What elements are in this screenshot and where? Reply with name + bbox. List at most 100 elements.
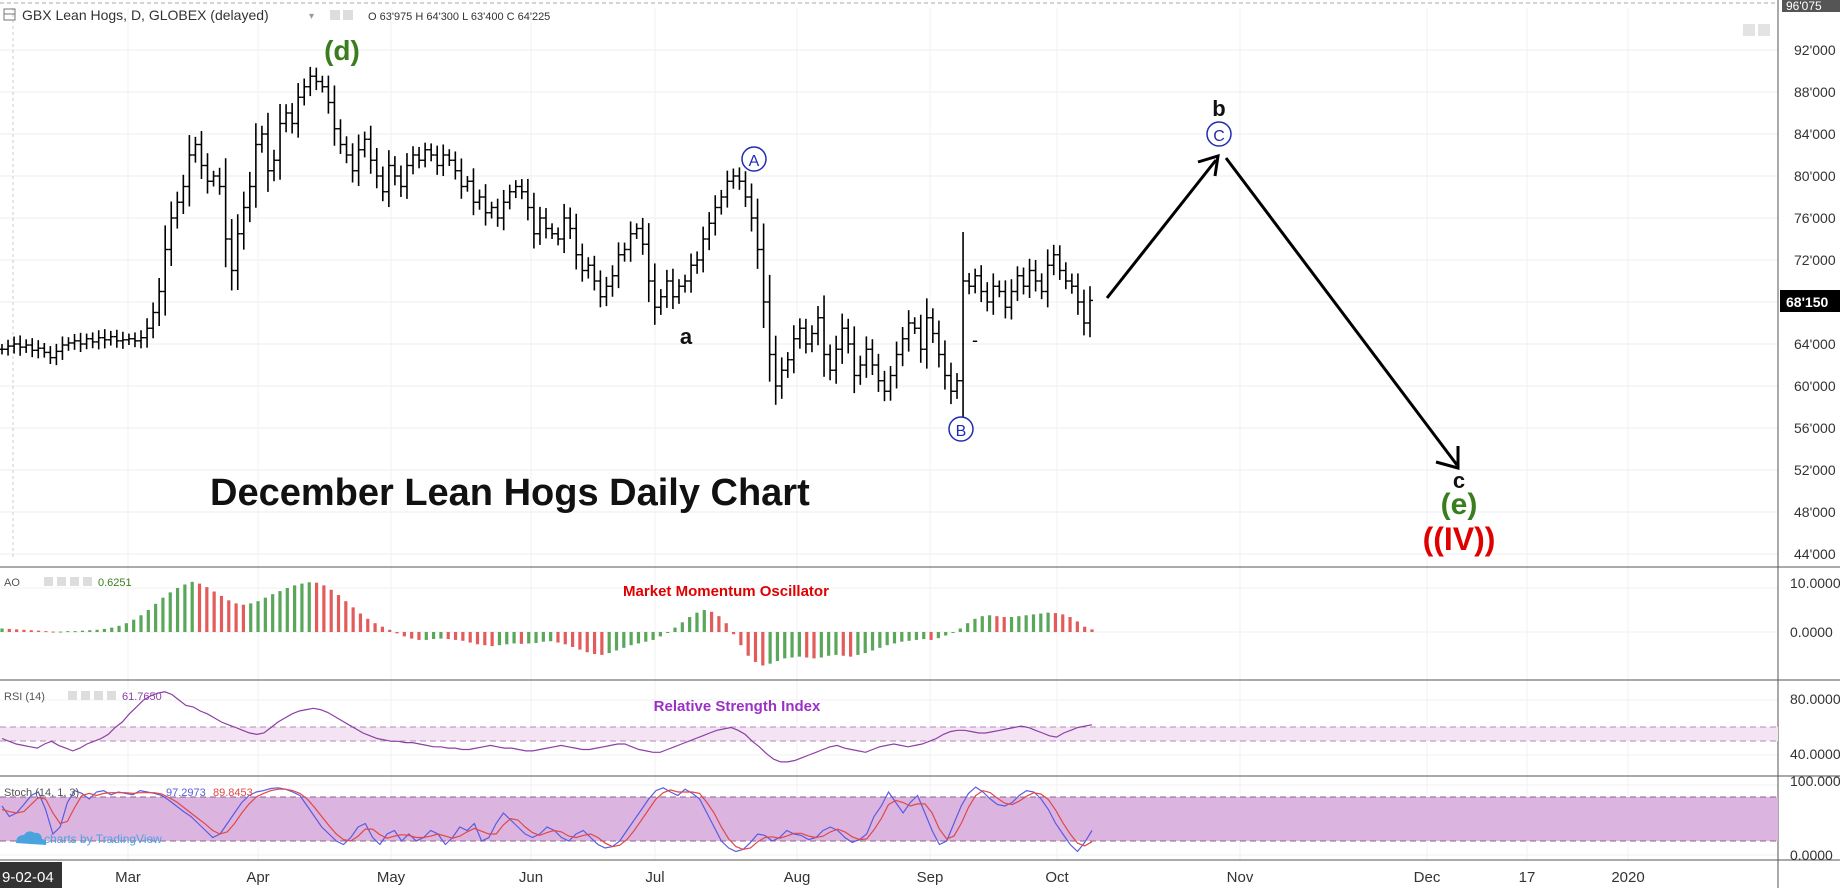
wave-label-A: A [749, 153, 760, 170]
ao-bar [739, 632, 743, 646]
top-price-label: 96'075 [1786, 0, 1822, 13]
wave-label-C: C [1213, 128, 1225, 145]
time-axis[interactable]: 9-02-04 Mar Apr May Jun Jul Aug Sep Oct Nov Dec 17… [0, 862, 1645, 888]
ao-bar [512, 632, 516, 644]
ao-histogram [0, 581, 1094, 666]
ao-bar [117, 625, 121, 632]
ao-bar [936, 632, 940, 639]
start-date-box [0, 862, 62, 888]
stoch-value-d: 89.8453 [213, 787, 253, 799]
stoch-name: Stoch (14, 1, 3) [4, 787, 79, 799]
ao-bar [907, 632, 911, 641]
ao-bar [329, 589, 333, 632]
ao-bar [219, 595, 224, 632]
price-tick-label: 60'000 [1794, 378, 1836, 394]
wave-circle-C [1206, 121, 1232, 147]
ao-bar [1061, 614, 1065, 632]
ao-bar [139, 615, 143, 632]
ao-bar [527, 632, 531, 644]
ao-bar [856, 632, 860, 655]
ao-bar [636, 632, 641, 644]
ao-bar [22, 629, 26, 632]
rsi-title: Relative Strength Index [654, 698, 821, 715]
ao-bar [600, 632, 604, 655]
price-tick-label: 48'000 [1794, 504, 1836, 520]
scale-toggle-a[interactable] [1743, 24, 1755, 36]
header: GBX Lean Hogs, D, GLOBEX (delayed) ▾ O 6… [3, 7, 550, 23]
projection-arrows [1105, 153, 1460, 470]
ao-bar [73, 631, 77, 633]
ao-bar [680, 622, 684, 632]
ao-bar [702, 610, 706, 632]
ao-bar [614, 632, 619, 651]
ao-bar [183, 584, 187, 632]
ao-bar [344, 601, 348, 632]
ao-bar [424, 632, 428, 640]
stoch-tick-0: 0.0000 [1790, 847, 1833, 863]
ao-bar [314, 582, 319, 632]
ao-bar [900, 632, 904, 642]
last-price-box [1780, 290, 1840, 312]
ao-bar [190, 581, 194, 632]
ao-bar [395, 632, 399, 634]
ao-bar [197, 583, 202, 632]
ao-bar [549, 632, 553, 642]
price-tick-label: 84'000 [1794, 126, 1836, 142]
ao-bar [44, 631, 48, 633]
ao-bar [892, 632, 897, 644]
ao-bar [307, 582, 311, 632]
ao-bar [36, 630, 41, 632]
ao-bar [58, 631, 63, 633]
symbol-title[interactable]: GBX Lean Hogs, D, GLOBEX (delayed) [22, 7, 269, 23]
ao-bar [914, 632, 919, 640]
ao-bar [717, 616, 721, 632]
ao-bar [124, 623, 128, 632]
ao-bar [168, 592, 172, 632]
wave-label-B: B [956, 423, 967, 440]
time-tick-label: 2020 [1611, 869, 1644, 886]
ao-bar [973, 618, 977, 632]
stoch-band [0, 797, 1778, 841]
ao-bar [629, 632, 633, 646]
ao-bar [358, 613, 363, 632]
wave-circle-B [948, 416, 974, 442]
price-bars [0, 66, 1093, 430]
ao-bar [585, 632, 589, 653]
dropdown-caret-icon: ▾ [309, 11, 314, 22]
ao-bar [380, 626, 385, 632]
wave-label-IV: ((IV)) [1423, 521, 1496, 557]
ao-bar [453, 632, 458, 640]
ao-bar [402, 632, 406, 637]
time-tick-label: Mar [115, 869, 141, 886]
price-tick-label: 44'000 [1794, 546, 1836, 562]
ao-bar [146, 610, 150, 632]
scale-toggle-b[interactable] [1758, 24, 1770, 36]
ao-bar [863, 632, 867, 654]
ao-bar [95, 629, 99, 632]
rsi-tick-80: 80.0000 [1790, 691, 1840, 707]
ao-bar [161, 597, 165, 632]
ao-bar [688, 617, 692, 632]
ao-bar [834, 632, 838, 655]
price-tick-label: 80'000 [1794, 168, 1836, 184]
ao-bar [1083, 626, 1087, 632]
ao-bar [797, 632, 801, 657]
tradingview-watermark[interactable]: charts by TradingView [16, 831, 162, 846]
ao-bar [278, 591, 282, 632]
ao-bar [578, 632, 582, 650]
price-axis[interactable]: 92'00088'00084'00080'00076'00072'00068'0… [1794, 42, 1836, 562]
ao-bar [746, 632, 750, 656]
ao-bar [951, 632, 955, 633]
ao-bar [351, 607, 355, 632]
ao-bar [417, 632, 421, 640]
ao-name: AO [4, 577, 20, 589]
start-date-label: 9-02-04 [2, 869, 54, 886]
ao-bar [709, 611, 714, 632]
ao-bar [534, 632, 538, 643]
ohlc-values: O 63'975 H 64'300 L 63'400 C 64'225 [368, 11, 550, 23]
price-tick-label: 92'000 [1794, 42, 1836, 58]
ao-bar [673, 627, 677, 632]
ao-bar [0, 628, 4, 632]
ao-bar [241, 604, 246, 632]
